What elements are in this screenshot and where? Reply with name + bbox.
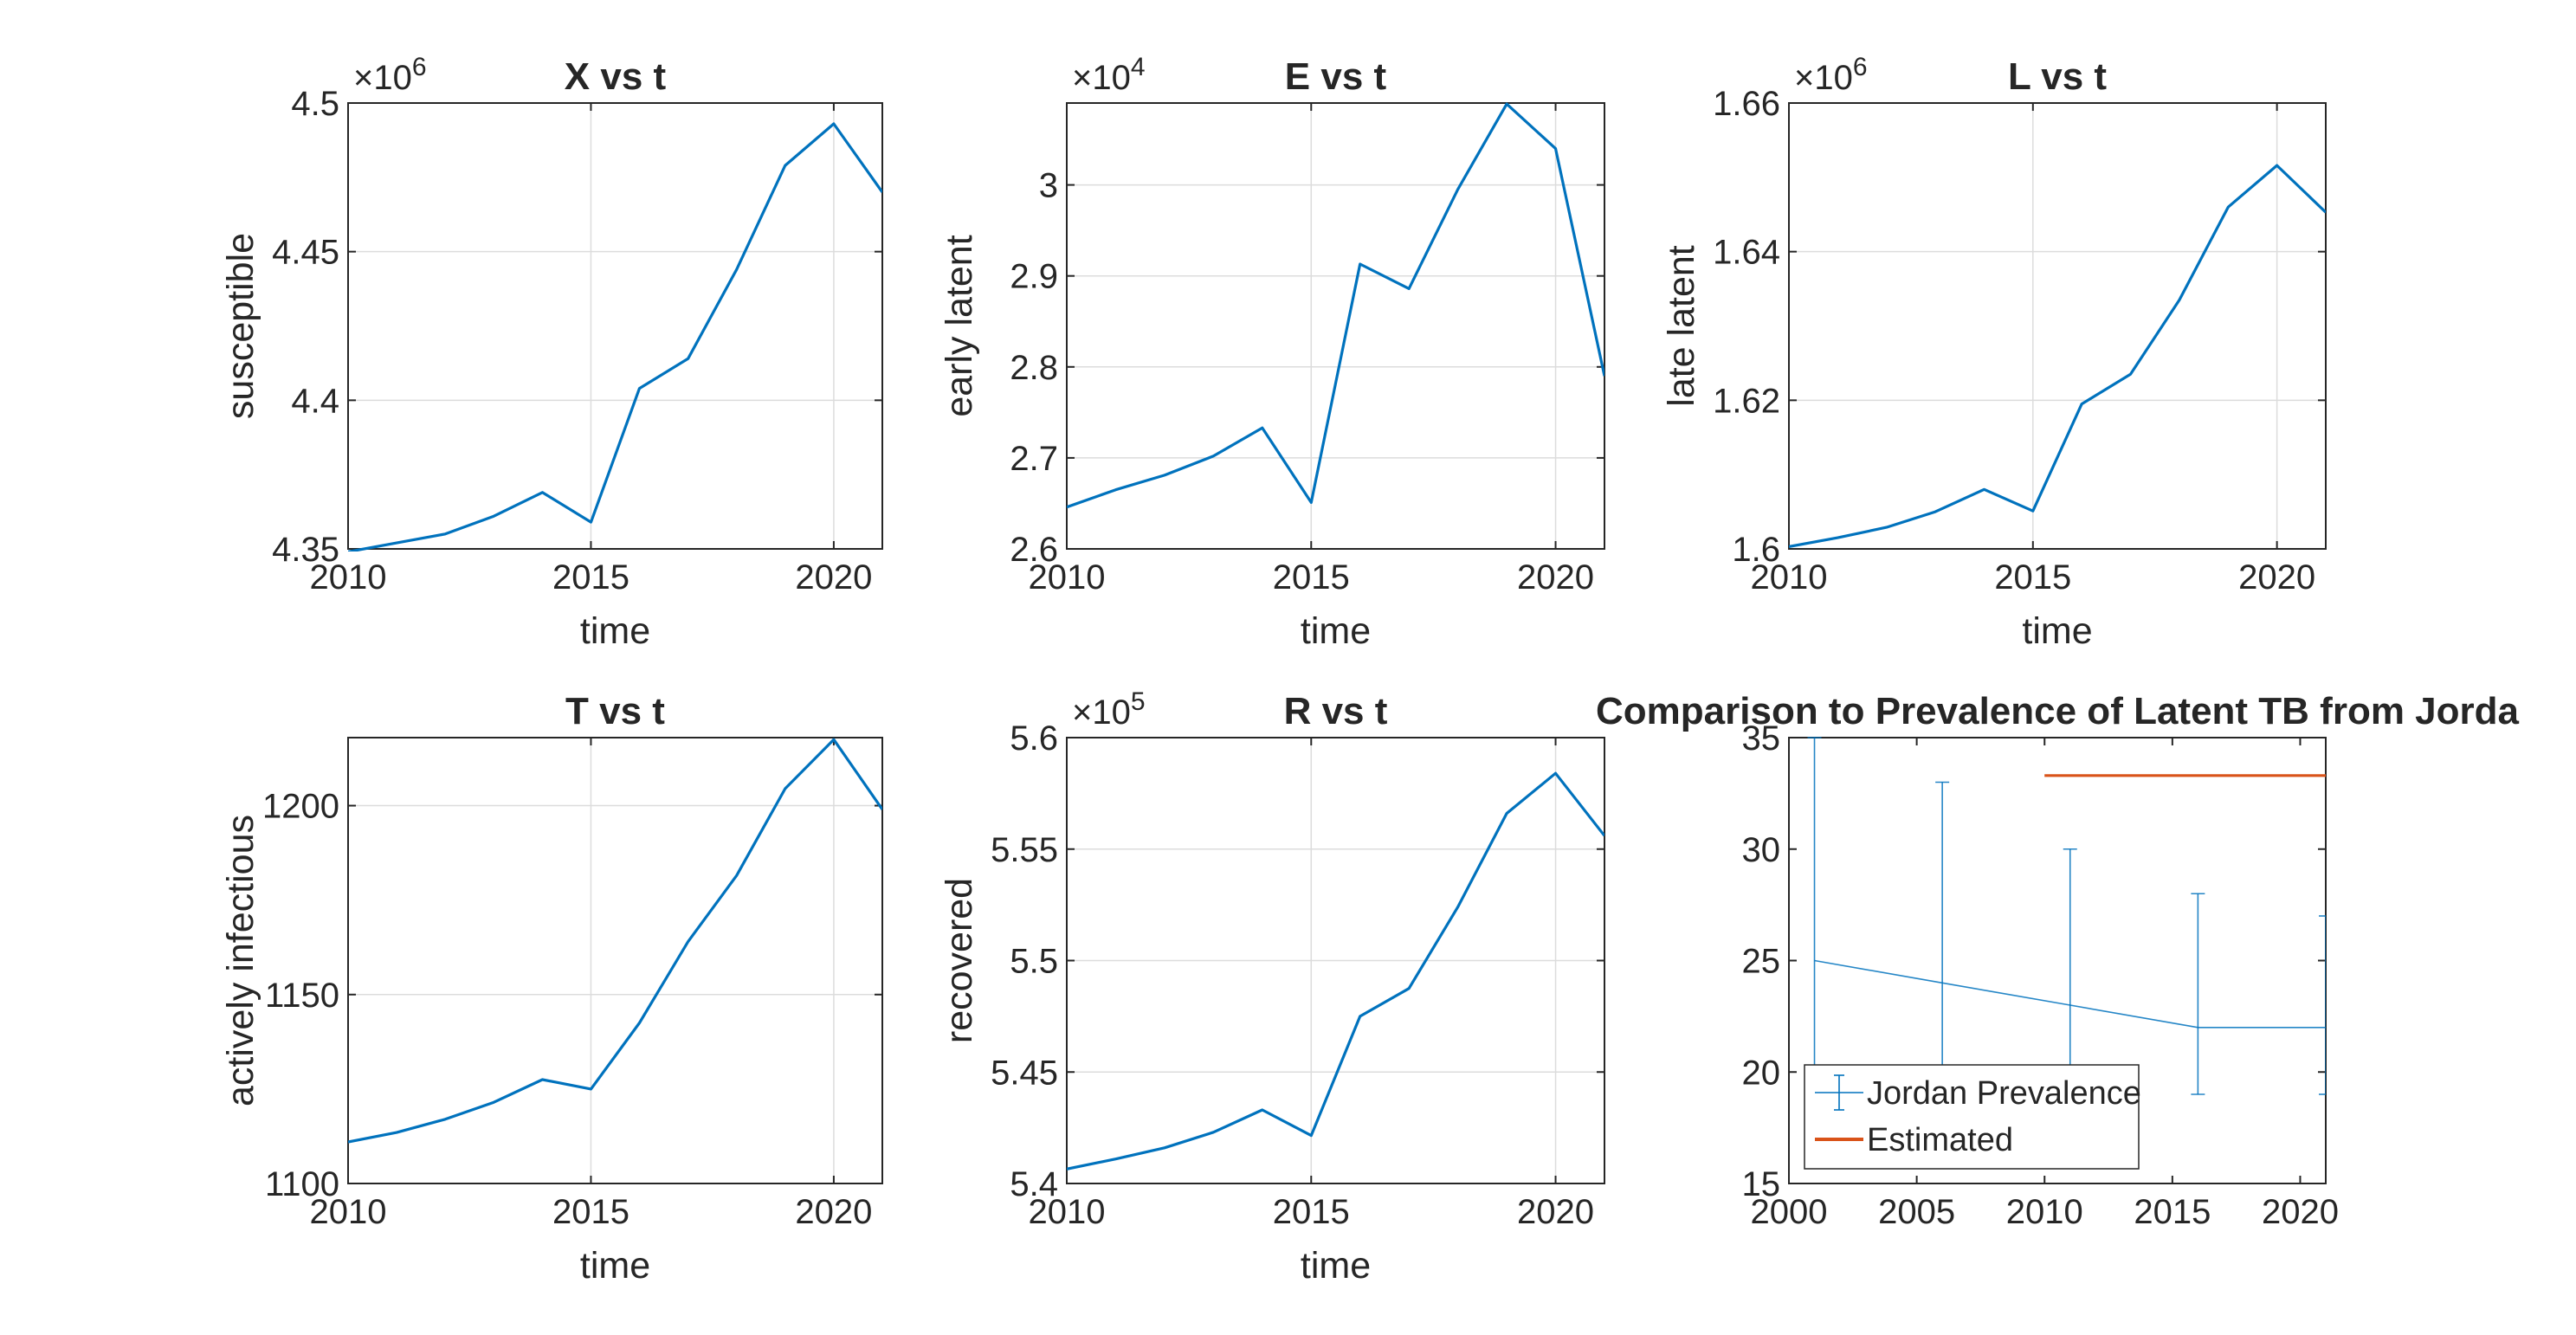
chart-title: Comparison to Prevalence of Latent TB fr… — [1596, 690, 2519, 732]
x-tick-label: 2020 — [795, 558, 872, 597]
y-tick-label: 1200 — [262, 788, 339, 826]
panel-r-vs-t: 2010 2015 2020 5.4 5.45 5.5 5.55 5.6 ×105 R vs t t… — [939, 687, 1605, 1287]
y-tick-label: 1150 — [265, 977, 339, 1015]
y-tick-label: 35 — [1742, 719, 1781, 758]
chart-title: R vs t — [1284, 690, 1388, 732]
y-tick-label: 5.45 — [991, 1054, 1058, 1092]
y-tick-label: 5.55 — [991, 831, 1058, 869]
x-axis-label: time — [2022, 610, 2092, 652]
y-tick-label: 4.45 — [272, 234, 339, 272]
chart-title: T vs t — [565, 690, 665, 732]
x-tick-label: 2020 — [1517, 558, 1594, 597]
y-tick-label: 5.6 — [1010, 719, 1058, 758]
x-tick-label: 2010 — [310, 558, 387, 597]
y-tick-label: 1.6 — [1732, 531, 1780, 569]
y-tick-label: 30 — [1742, 831, 1781, 869]
x-tick-label: 2010 — [1029, 1193, 1106, 1231]
series-line — [1067, 771, 1604, 1171]
x-tick-label: 2015 — [1273, 558, 1350, 597]
series-line — [348, 122, 882, 551]
panel-e-vs-t: 2010 2015 2020 2.6 2.7 2.8 2.9 3 ×104 E vs t time e… — [939, 53, 1605, 652]
y-tick-label: 1100 — [265, 1165, 339, 1203]
x-tick-label: 2005 — [1878, 1193, 1955, 1231]
y-exponent-label: ×106 — [353, 53, 427, 97]
x-tick-label: 2010 — [1751, 558, 1828, 597]
legend-box — [1804, 1064, 2140, 1170]
panel-prevalence-comparison: 2000 2005 2010 2015 2020 15 20 25 30 35Comparison… — [1596, 690, 2519, 1231]
x-tick-label: 2010 — [2006, 1193, 2083, 1231]
y-axis-label: susceptible — [220, 233, 261, 419]
y-tick-label: 1.66 — [1713, 85, 1780, 123]
series-line — [1789, 164, 2326, 548]
y-tick-label: 2.6 — [1010, 531, 1058, 569]
y-tick-label: 4.35 — [272, 531, 339, 569]
chart-title: L vs t — [2008, 55, 2107, 98]
y-tick-label: 4.4 — [291, 382, 339, 420]
y-tick-label: 5.4 — [1010, 1165, 1058, 1203]
y-tick-label: 1.62 — [1713, 382, 1780, 420]
series-line — [348, 738, 882, 1144]
x-tick-label: 2020 — [1517, 1193, 1594, 1231]
plot-area — [348, 122, 882, 551]
y-exponent-label: ×105 — [1072, 687, 1146, 732]
y-axis-label: actively infectious — [220, 815, 261, 1106]
y-exponent-label: ×106 — [1794, 53, 1868, 97]
x-tick-label: 2015 — [2134, 1193, 2211, 1231]
y-tick-label: 2.7 — [1010, 440, 1058, 478]
x-tick-label: 2010 — [1029, 558, 1106, 597]
x-axis-label: time — [1301, 1245, 1371, 1287]
y-tick-label: 2.9 — [1010, 258, 1058, 296]
y-axis-label: recovered — [939, 878, 980, 1043]
legend-label: Jordan Prevalence — [1867, 1075, 2141, 1112]
axes-box — [1066, 102, 1605, 550]
plot-area — [1067, 771, 1604, 1171]
x-tick-label: 2020 — [2238, 558, 2315, 597]
series-line — [1067, 102, 1604, 509]
chart-title: X vs t — [565, 55, 667, 98]
y-tick-label: 25 — [1742, 943, 1781, 981]
y-axis-label: late latent — [1661, 245, 1702, 407]
y-tick-label: 15 — [1742, 1165, 1781, 1203]
legend-label: Estimated — [1867, 1122, 2013, 1158]
y-tick-label: 20 — [1742, 1054, 1781, 1092]
x-axis-label: time — [1301, 610, 1371, 652]
x-tick-label: 2020 — [795, 1193, 872, 1231]
plot-area — [1067, 102, 1604, 509]
x-tick-label: 2000 — [1751, 1193, 1828, 1231]
x-tick-label: 2010 — [310, 1193, 387, 1231]
axes-box — [1788, 102, 2327, 550]
x-tick-label: 2015 — [552, 1193, 629, 1231]
y-tick-label: 4.5 — [291, 85, 339, 123]
x-tick-label: 2020 — [2262, 1193, 2339, 1231]
y-tick-label: 3 — [1039, 167, 1058, 205]
y-axis-label: early latent — [939, 235, 980, 416]
panel-x-vs-t: 2010 2015 2020 4.35 4.4 4.45 4.5 ×106 X vs t time… — [220, 53, 883, 652]
x-axis-label: time — [580, 610, 650, 652]
x-tick-label: 2015 — [552, 558, 629, 597]
y-tick-label: 1.64 — [1713, 234, 1780, 272]
y-exponent-label: ×104 — [1072, 53, 1146, 97]
plot-area — [348, 738, 882, 1144]
x-tick-label: 2015 — [1273, 1193, 1350, 1231]
y-tick-label: 5.5 — [1010, 943, 1058, 981]
axes-box — [347, 737, 883, 1184]
x-axis-label: time — [580, 1245, 650, 1287]
x-tick-label: 2015 — [1994, 558, 2071, 597]
panel-l-vs-t: 2010 2015 2020 1.6 1.62 1.64 1.66 ×106 L vs t tim… — [1661, 53, 2327, 652]
chart-title: E vs t — [1285, 55, 1387, 98]
y-tick-label: 2.8 — [1010, 349, 1058, 387]
plot-area — [1789, 164, 2326, 548]
panel-t-vs-t: 2010 2015 2020 1100 1150 1200 T vs t time active… — [220, 690, 883, 1287]
axes-box — [347, 102, 883, 550]
